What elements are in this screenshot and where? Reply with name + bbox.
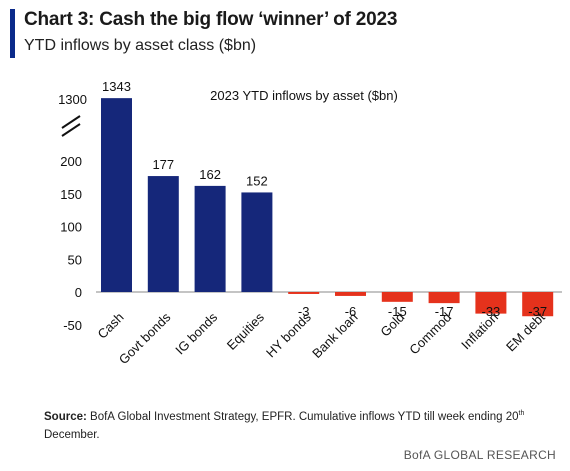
- category-label: Equities: [224, 309, 268, 353]
- category-label: Bank loan: [309, 310, 360, 361]
- bar: [522, 292, 554, 317]
- data-label: -17: [435, 304, 454, 319]
- source-superscript: th: [518, 410, 525, 417]
- axis-break-mark: [61, 123, 81, 137]
- category-label: Cash: [95, 310, 127, 342]
- category-label: Govt bonds: [116, 309, 174, 367]
- source-text: BofA Global Investment Strategy, EPFR. C…: [90, 411, 519, 423]
- data-label: -37: [528, 304, 547, 319]
- y-tick-label: 100: [60, 220, 82, 235]
- category-label: Commod: [406, 310, 454, 358]
- bar: [288, 292, 320, 294]
- category-label: HY bonds: [263, 309, 314, 360]
- bar-chart: -50 0 50 100 150 200 1300 2023 YTD inflows by a…: [58, 79, 562, 367]
- y-tick-label: 50: [68, 252, 82, 267]
- chart-title: Chart 3: Cash the big flow ‘winner’ of 2…: [24, 9, 398, 30]
- bar: [101, 98, 132, 292]
- y-tick-label: 150: [60, 187, 82, 202]
- bar: [381, 292, 413, 302]
- data-label: -15: [388, 304, 407, 319]
- data-label: 162: [199, 167, 221, 182]
- bar: [194, 185, 226, 292]
- data-label: 177: [152, 157, 174, 172]
- chart-inner-title: 2023 YTD inflows by asset ($bn): [210, 88, 398, 103]
- source-tail: December.: [44, 429, 100, 441]
- source-note: Source: BofA Global Investment Strategy,…: [44, 408, 564, 444]
- bar: [241, 192, 273, 292]
- data-label: 1343: [102, 79, 131, 94]
- bar: [428, 292, 460, 304]
- brand-footer: BofA GLOBAL RESEARCH: [403, 448, 556, 462]
- category-label: IG bonds: [172, 309, 220, 357]
- bar: [147, 176, 179, 292]
- y-tick-label: -50: [63, 318, 82, 333]
- y-tick-label: 200: [60, 154, 82, 169]
- data-label: -33: [482, 304, 501, 319]
- data-label: -6: [345, 304, 357, 319]
- source-label: Source:: [44, 411, 87, 423]
- data-label: 152: [246, 173, 268, 188]
- chart-subtitle: YTD inflows by asset class ($bn): [24, 37, 257, 54]
- data-label: -3: [298, 304, 310, 319]
- bar: [335, 292, 366, 296]
- y-tick-label: 0: [75, 285, 82, 300]
- y-tick-label-break: 1300: [58, 92, 87, 107]
- bar: [475, 292, 507, 314]
- axis-break-mark: [61, 115, 81, 129]
- title-accent-bar: [10, 9, 15, 58]
- category-label: Inflation: [458, 310, 501, 353]
